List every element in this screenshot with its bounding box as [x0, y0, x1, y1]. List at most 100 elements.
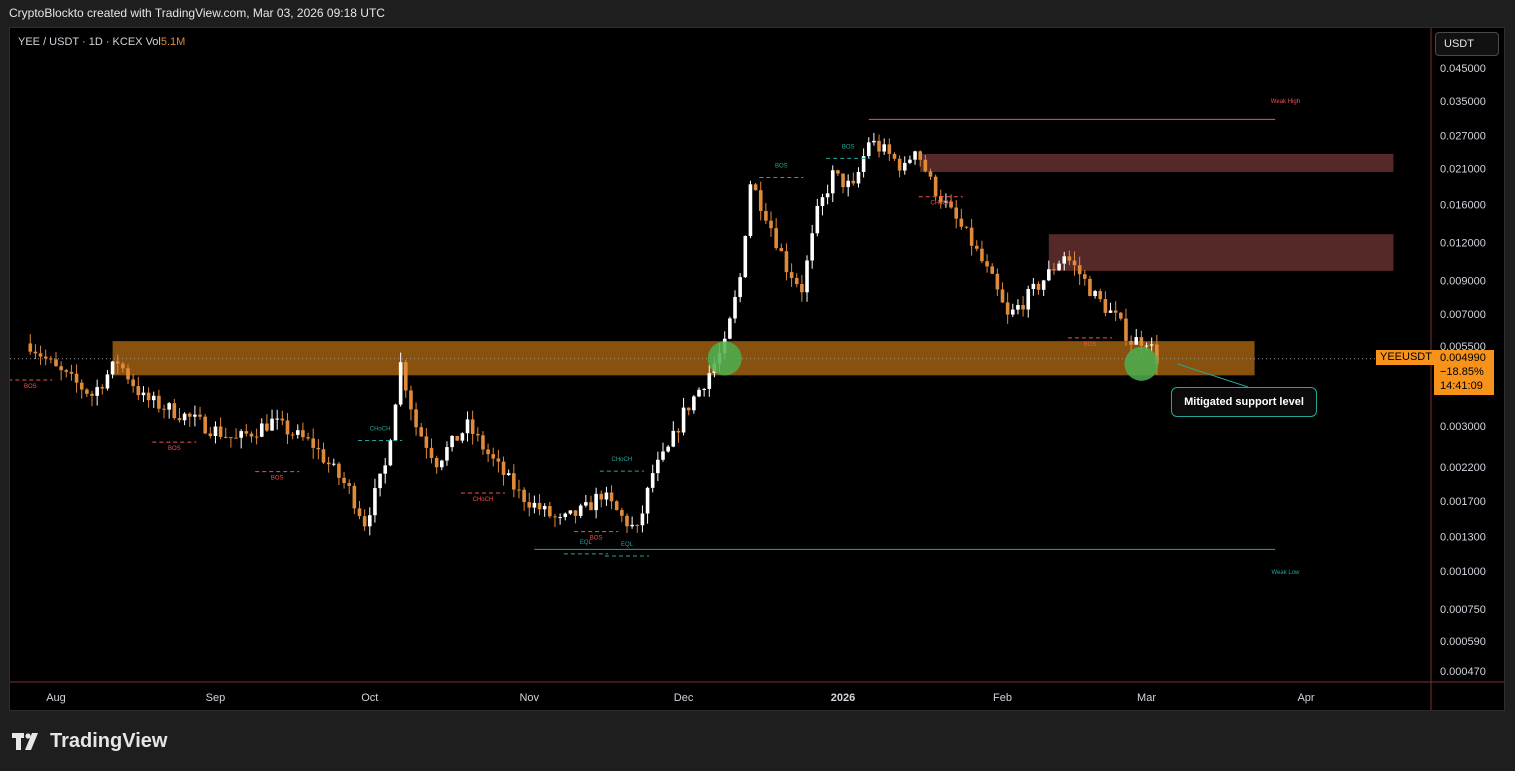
candle-body — [265, 423, 269, 431]
candle-body — [465, 419, 470, 434]
candle-body — [213, 426, 218, 436]
candle-body — [208, 433, 213, 436]
zones-layer — [112, 153, 1394, 376]
candle-body — [599, 493, 604, 500]
structure-label: BOS — [271, 476, 284, 482]
candle-body — [681, 407, 686, 433]
candle-body — [537, 502, 542, 510]
candle-body — [321, 449, 326, 463]
tradingview-brand[interactable]: TradingView — [12, 730, 167, 753]
candle-body — [573, 510, 578, 516]
candle-body — [157, 395, 161, 409]
candle-body — [733, 296, 737, 319]
candle-body — [738, 277, 742, 297]
candle-body — [403, 362, 408, 391]
zone-supply-upper — [920, 153, 1394, 172]
candle-body — [481, 435, 485, 450]
chart-frame[interactable]: BOS BOS BOS CHoCH CHoCH CHoCH BOS EQL EQL BOS BOS C… — [9, 27, 1505, 711]
candle-body — [95, 387, 99, 396]
candle-body — [753, 184, 758, 191]
candle-body — [1129, 340, 1133, 345]
candle-body — [872, 140, 876, 143]
structure-label: BOS — [24, 384, 37, 390]
candle-body — [79, 382, 84, 390]
candle-body — [630, 524, 634, 527]
candle-body — [584, 502, 588, 506]
candle-body — [974, 245, 979, 249]
candle-body — [645, 487, 650, 514]
y-tick-label: 0.007000 — [1440, 309, 1486, 321]
candle-body — [357, 508, 362, 517]
candle-body — [445, 447, 449, 461]
candle-body — [49, 358, 53, 360]
candle-body — [769, 220, 773, 229]
candle-body — [234, 437, 238, 439]
candle-body — [1052, 269, 1056, 271]
candle-body — [913, 151, 917, 160]
structure-label: BOS — [775, 163, 788, 169]
highlight-circle — [707, 341, 742, 376]
candle-body — [131, 379, 135, 387]
candle-body — [527, 502, 532, 508]
structure-label: EQL — [621, 542, 634, 548]
candle-body — [995, 273, 1000, 290]
candle-body — [223, 436, 228, 438]
candle-body — [877, 140, 881, 152]
price-tag-change: −18.85% — [1440, 366, 1484, 378]
candle-body — [326, 462, 331, 465]
candle-body — [789, 272, 794, 279]
candle-body — [800, 284, 804, 293]
y-tick-label: 0.021000 — [1440, 164, 1486, 176]
candle-body — [378, 473, 382, 489]
y-tick-label: 0.001300 — [1440, 532, 1486, 544]
candle-body — [985, 261, 989, 267]
candle-body — [141, 392, 146, 396]
x-tick-label: Mar — [1137, 692, 1156, 704]
candle-body — [841, 173, 845, 188]
candle-body — [470, 419, 475, 435]
candle-body — [1093, 291, 1097, 297]
candle-body — [1000, 289, 1005, 303]
candle-body — [661, 451, 665, 460]
candle-body — [969, 227, 974, 246]
candle-body — [429, 447, 434, 458]
candle-body — [594, 493, 598, 511]
candle-body — [311, 438, 316, 448]
candle-body — [918, 151, 922, 160]
candle-body — [820, 197, 825, 206]
candle-body — [367, 515, 372, 527]
zone-supply-lower — [1048, 234, 1394, 271]
candle-body — [187, 413, 192, 417]
candle-body — [388, 440, 393, 466]
price-tag-countdown: 14:41:09 — [1440, 380, 1483, 392]
candle-body — [856, 171, 861, 184]
candle-body — [352, 485, 357, 509]
currency-button[interactable]: USDT — [1435, 32, 1499, 56]
candle-body — [1005, 302, 1010, 315]
y-tick-label: 0.009000 — [1440, 276, 1486, 288]
candle-body — [1155, 344, 1159, 365]
candle-body — [702, 388, 706, 390]
candle-body — [121, 363, 125, 369]
highlight-layer — [707, 341, 1249, 388]
candle-body — [460, 433, 465, 441]
price-tag: 0.004990 −18.85% 14:41:09 — [1434, 350, 1494, 395]
x-tick-label: Apr — [1297, 692, 1314, 704]
candle-body — [414, 409, 418, 428]
structure-label: CHoCH — [930, 201, 951, 207]
structure-label: Weak Low — [1271, 570, 1300, 576]
structure-label: BOS — [168, 446, 181, 452]
candle-body — [105, 374, 110, 389]
candle-body — [501, 461, 506, 476]
candle-body — [728, 318, 732, 339]
candle-body — [316, 447, 321, 450]
candle-body — [115, 361, 120, 364]
candle-body — [162, 408, 166, 410]
candle-body — [944, 201, 948, 203]
candle-body — [1149, 344, 1154, 346]
candle-body — [882, 144, 886, 152]
candle-body — [815, 205, 820, 234]
y-tick-label: 0.027000 — [1440, 131, 1486, 143]
